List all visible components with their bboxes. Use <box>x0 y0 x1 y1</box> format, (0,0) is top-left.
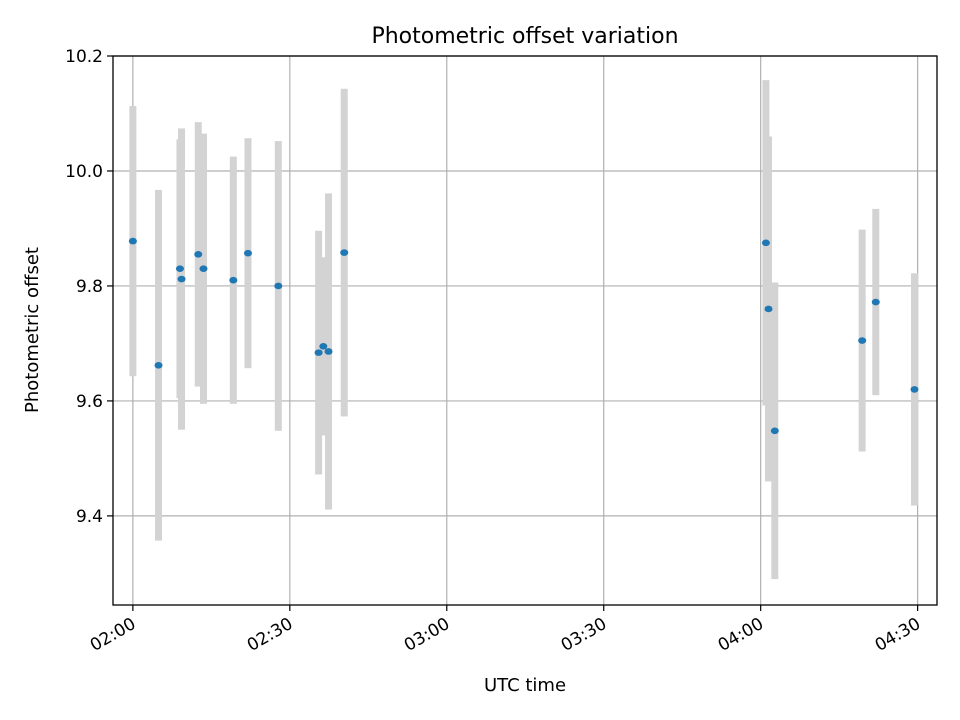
x-tick-label: 04:30 <box>872 614 924 656</box>
x-tick-label: 03:00 <box>401 614 453 656</box>
x-tick-label: 02:00 <box>87 614 139 656</box>
data-point <box>910 386 919 393</box>
plot-frame <box>112 55 938 606</box>
data-point <box>764 305 773 313</box>
chart-title: Photometric offset variation <box>371 24 678 49</box>
y-axis-ticks: 9.4 9.6 9.8 10.0 10.2 <box>65 47 113 527</box>
data-point <box>340 249 349 256</box>
data-point <box>154 361 163 369</box>
y-tick-label: 10.0 <box>65 162 103 182</box>
data-point <box>324 348 333 355</box>
y-axis-label: Photometric offset <box>22 247 43 413</box>
data-point <box>128 237 137 245</box>
data-point <box>314 349 323 356</box>
data-point <box>274 282 283 290</box>
data-point <box>175 265 184 273</box>
x-axis-label: UTC time <box>484 675 566 696</box>
data-point <box>761 239 770 247</box>
x-axis-ticks: 02:00 02:30 03:00 03:30 04:00 04:30 <box>87 605 924 656</box>
y-tick-label: 9.8 <box>76 277 103 297</box>
x-tick-label: 02:30 <box>244 614 296 656</box>
y-tick-label: 9.4 <box>76 507 103 527</box>
data-point <box>177 275 186 283</box>
data-point <box>319 343 328 350</box>
y-tick-label: 9.6 <box>76 392 103 412</box>
data-point <box>229 276 238 284</box>
data-point <box>871 298 880 306</box>
y-tick-label: 10.2 <box>65 47 103 67</box>
data-point <box>770 427 779 435</box>
data-point <box>243 249 252 257</box>
data-points <box>128 237 919 435</box>
x-tick-label: 03:30 <box>558 614 610 656</box>
error-bars <box>129 80 918 580</box>
data-point <box>194 251 203 258</box>
data-point <box>199 265 208 273</box>
x-tick-label: 04:00 <box>715 614 767 656</box>
data-point <box>858 337 867 344</box>
